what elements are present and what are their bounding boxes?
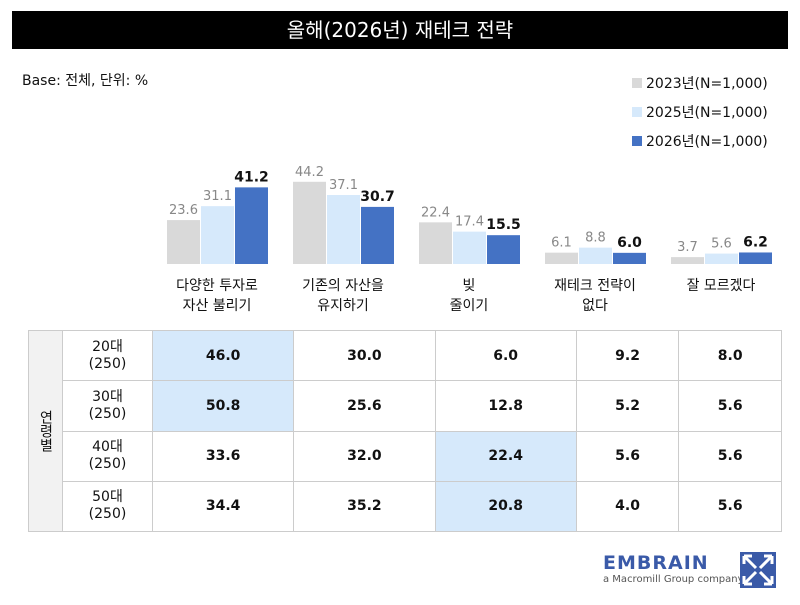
table-cell: 5.2: [575, 380, 680, 432]
table-cell: 25.6: [293, 380, 436, 432]
table-row: 30대 (250) 50.8 25.6 12.8 5.2 5.6: [29, 380, 782, 432]
age-label: 20대 (250): [62, 329, 153, 382]
base-note: Base: 전체, 단위: %: [22, 73, 149, 89]
table-cell: 4.0: [575, 480, 680, 533]
legend-item: 2026년(N=1,000): [632, 126, 768, 155]
table-cell: 22.4: [434, 430, 577, 482]
bar: [453, 231, 486, 264]
age-label: 40대 (250): [62, 430, 153, 482]
age-table: 연령별 20대 (250) 46.0 30.0 6.0 9.2 8.0 30대 (250) 50.8…: [28, 329, 782, 533]
category-label: 줄이기: [450, 298, 489, 314]
data-label: 17.4: [455, 215, 484, 230]
data-label: 8.8: [585, 231, 606, 246]
category-label: 기존의 자산을: [302, 278, 384, 294]
bar: [739, 252, 772, 264]
bar: [705, 253, 738, 264]
bar: [167, 220, 200, 264]
category-label: 재테크 전략이: [554, 278, 636, 294]
category-label: 없다: [582, 298, 608, 314]
embrain-mark-icon: [740, 552, 776, 588]
table-cell: 46.0: [151, 329, 295, 382]
data-label: 5.6: [711, 237, 732, 252]
data-label: 22.4: [421, 205, 450, 220]
bar: [293, 181, 326, 264]
age-label: 50대 (250): [62, 480, 153, 533]
data-label: 6.2: [743, 234, 768, 250]
table-cell: 33.6: [151, 430, 295, 482]
data-label: 41.2: [234, 169, 269, 185]
table-cell: 5.6: [678, 380, 782, 432]
bar: [579, 247, 612, 264]
table-cell: 30.0: [293, 329, 436, 382]
group-label: 연령별: [28, 330, 63, 532]
data-label: 37.1: [329, 178, 358, 193]
table-cell: 35.2: [293, 480, 436, 533]
category-label: 빚: [463, 278, 476, 294]
bar: [487, 235, 520, 264]
legend-item: 2023년(N=1,000): [632, 68, 768, 97]
table-cell: 20.8: [434, 480, 577, 533]
bar: [201, 206, 234, 264]
page-title: 올해(2026년) 재테크 전략: [12, 11, 788, 49]
table-row: 50대 (250) 34.4 35.2 20.8 4.0 5.6: [29, 480, 782, 533]
data-label: 31.1: [203, 189, 232, 204]
table-cell: 32.0: [293, 430, 436, 482]
category-label: 잘 모르겠다: [687, 278, 756, 294]
legend-item: 2025년(N=1,000): [632, 97, 768, 126]
table-cell: 12.8: [434, 380, 577, 432]
table-cell: 5.6: [678, 430, 782, 482]
table-cell: 50.8: [151, 380, 295, 432]
table-row: 40대 (250) 33.6 32.0 22.4 5.6 5.6: [29, 430, 782, 482]
table-row: 연령별 20대 (250) 46.0 30.0 6.0 9.2 8.0: [28, 329, 782, 532]
bar: [419, 222, 452, 264]
data-label: 23.6: [169, 203, 198, 218]
embrain-logo: EMBRAIN a Macromill Group company: [603, 552, 744, 585]
data-label: 6.1: [551, 236, 572, 251]
data-label: 30.7: [360, 189, 395, 205]
category-label: 다양한 투자로: [176, 278, 258, 294]
table-cell: 6.0: [434, 329, 577, 382]
table-cell: 5.6: [575, 430, 680, 482]
category-label: 유지하기: [317, 298, 369, 314]
data-label: 44.2: [295, 165, 324, 180]
category-label: 자산 불리기: [183, 298, 252, 314]
table-cell: 5.6: [678, 480, 782, 533]
bar: [545, 252, 578, 264]
bar: [613, 252, 646, 264]
legend: 2023년(N=1,000) 2025년(N=1,000) 2026년(N=1,…: [632, 68, 768, 155]
table-cell: 34.4: [151, 480, 295, 533]
data-label: 15.5: [486, 217, 521, 233]
table-cell: 9.2: [575, 329, 680, 382]
bar: [327, 194, 360, 264]
bar: [361, 206, 394, 264]
age-label: 30대 (250): [62, 380, 153, 432]
bar: [671, 257, 704, 264]
data-label: 3.7: [677, 240, 698, 255]
bar: [235, 187, 268, 264]
table-cell: 8.0: [678, 329, 782, 382]
data-label: 6.0: [617, 235, 642, 251]
